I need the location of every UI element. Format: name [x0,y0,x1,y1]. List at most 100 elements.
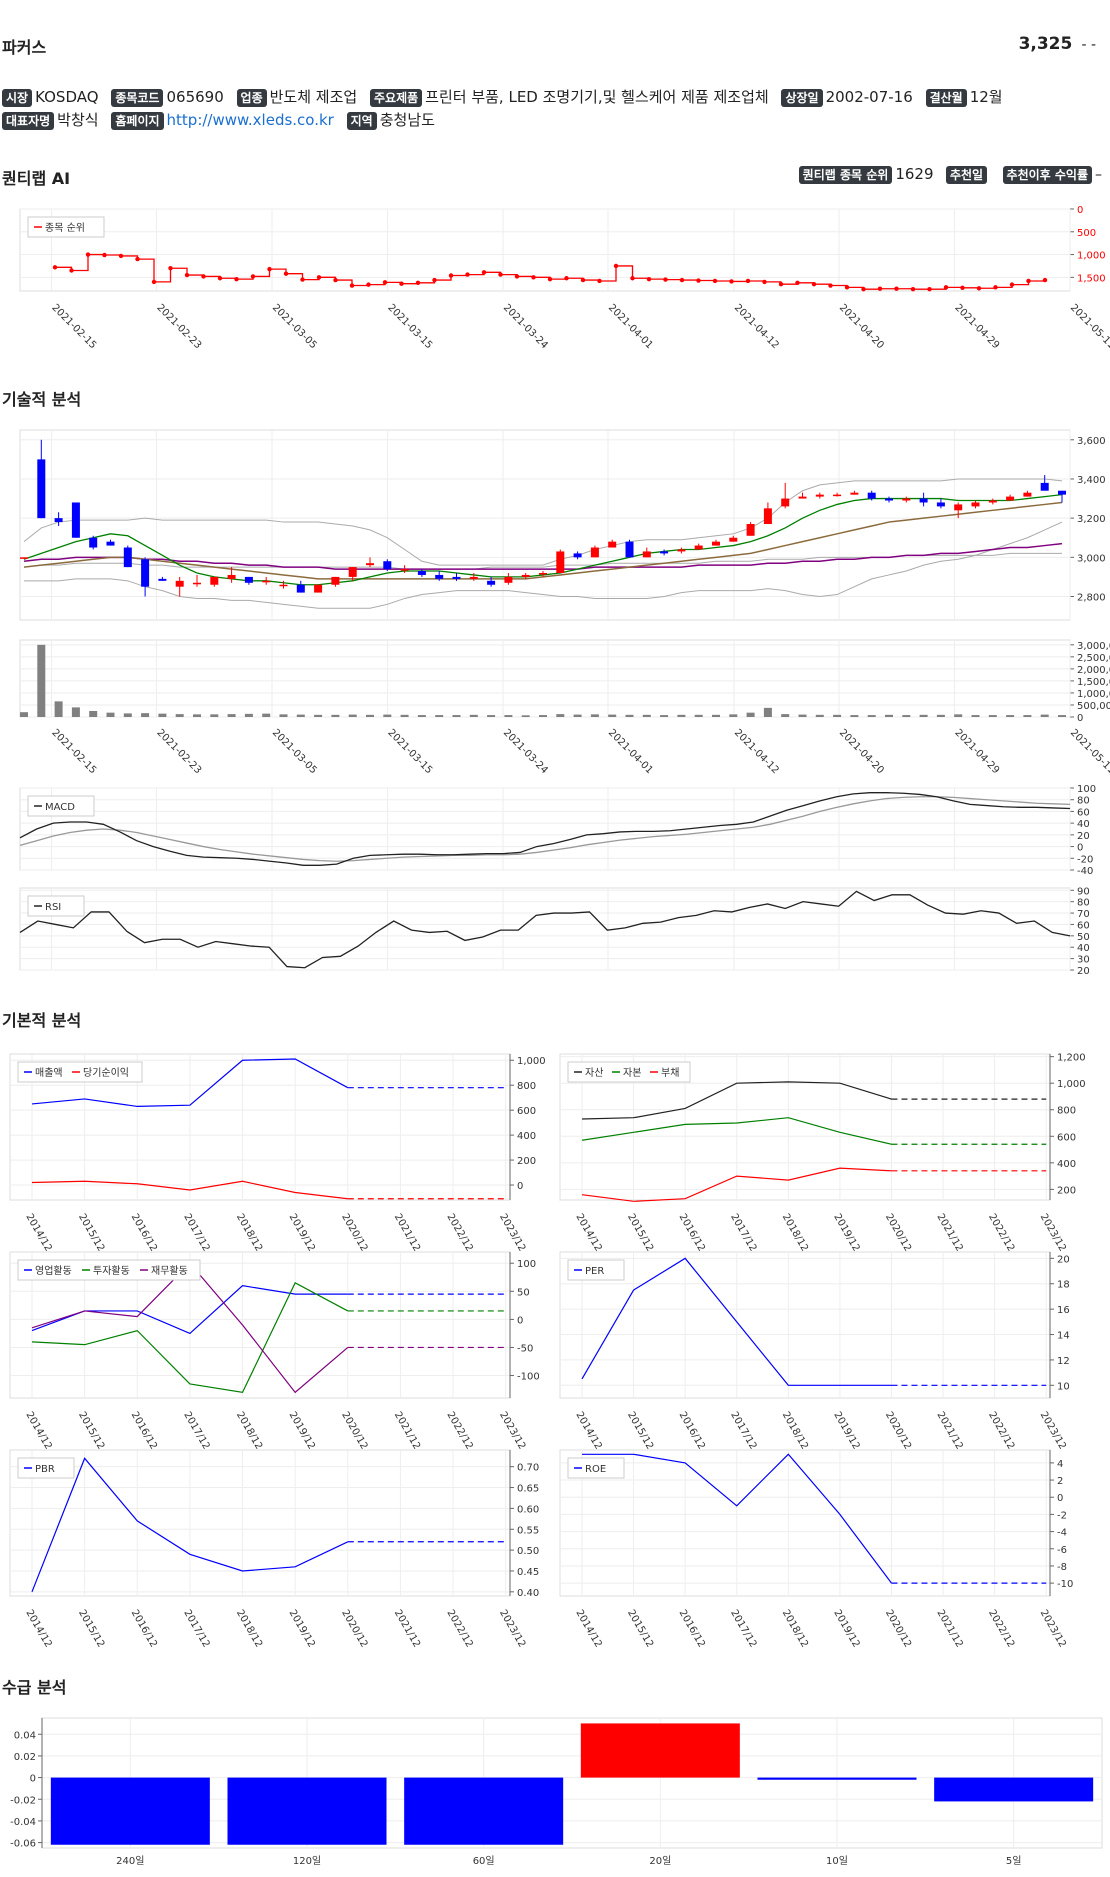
candle-body [452,576,461,579]
rank-ytick-label: 500 [1077,228,1096,239]
candle-body [867,492,876,499]
balance-xtick-label: 2017/12 [728,1212,758,1253]
rank-point [729,279,734,284]
rank-point [894,286,899,291]
candle-body [798,496,807,499]
roe-xtick-label: 2018/12 [780,1608,810,1649]
rank-point [316,275,322,280]
volume-bar [1006,715,1015,717]
roe-xtick-label: 2014/12 [573,1608,603,1649]
supply-xtick-label: 5일 [1006,1855,1022,1867]
per-ytick-label: 14 [1057,1331,1070,1342]
volume-bar [781,714,790,717]
candle-body [141,559,150,587]
price-frame [19,429,1071,621]
supply-ytick-label: -0.02 [10,1795,36,1806]
candle-body [314,584,323,593]
volume-xtick-label: 2021-03-05 [270,727,319,776]
rank-xtick-label: 2021-05-11 [1068,302,1110,351]
candle-body [383,561,392,570]
supply-ytick-label: -0.06 [10,1839,36,1850]
per-legend-box [567,1259,625,1281]
ai-section-title: 퀀티랩 AI [2,169,71,188]
rsi-ytick-label: 60 [1077,920,1090,931]
cashflow-xtick-label: 2019/12 [287,1410,317,1451]
volume-bar [885,714,893,717]
current-price: 3,325 [1018,34,1073,54]
volume-bar [54,701,63,717]
candle-body [833,494,842,497]
volume-bar [1040,714,1049,717]
roe-ytick-label: -6 [1057,1545,1067,1556]
per-xtick-label: 2019/12 [831,1410,861,1451]
macd-ytick-label: 0 [1077,843,1083,854]
sales-legend-label: 당기순이익 [83,1067,129,1079]
price-ytick-label: 3,200 [1077,514,1106,525]
candle-body [262,580,271,583]
candle-body [590,547,599,558]
fundamental-section-title: 기본적 분석 [2,1011,82,1030]
candle-body [469,576,478,579]
price-ytick-label: 3,600 [1077,436,1106,447]
rank-point [910,286,916,292]
candle-body [642,551,651,558]
volume-bar [141,713,150,717]
rank-point [877,286,883,291]
volume-bar [867,715,876,717]
cashflow-ytick-label: 0 [517,1315,523,1326]
rank-point [382,280,388,285]
candle-body [71,502,80,538]
per-xtick-label: 2014/12 [573,1410,603,1451]
rank-point [1009,282,1015,287]
product-value: 프린터 부품, LED 조명기기,및 헬스케어 제품 제조업체 [425,88,769,106]
supply-ytick-label: -0.04 [10,1817,36,1828]
volume-bar [158,713,167,717]
candle-body [815,494,824,497]
rank-point [778,281,784,287]
volume-bar [694,714,703,717]
macd-line [19,792,1071,866]
sales-series-line [31,1180,348,1200]
macd-legend-label: MACD [45,802,75,813]
info-row-1: 시장 KOSDAQ 종목코드 065690 업종 반도체 제조업 주요제품 프린터 부품… [2,86,1011,107]
macd-ytick-label: 100 [1077,784,1096,795]
per-xtick-label: 2021/12 [934,1410,964,1451]
supply-xtick-label: 60일 [473,1855,495,1867]
supply-xtick-label: 20일 [649,1855,671,1867]
per-ytick-label: 18 [1057,1280,1070,1291]
balance-xtick-label: 2021/12 [934,1212,964,1253]
rank-point [646,276,652,282]
candle-body [227,574,236,579]
candle-body [902,498,911,501]
listing-tag: 상장일 [781,89,823,107]
homepage-link[interactable]: http://www.xleds.co.kr [166,111,334,129]
cashflow-xtick-label: 2020/12 [339,1410,369,1451]
rank-ytick-label: 1,000 [1077,251,1106,262]
roe-xtick-label: 2022/12 [986,1608,1016,1649]
balance-series-line [581,1167,892,1202]
volume-bar [193,714,201,717]
sales-ytick-label: 200 [517,1156,536,1167]
volume-bar [210,714,219,717]
volume-bar [521,715,530,717]
macd-signal-line [19,796,1071,862]
pbr-legend-box [17,1457,75,1479]
volume-bar [833,714,842,717]
macd-ytick-label: -20 [1077,854,1093,865]
sales-xtick-label: 2017/12 [181,1212,211,1253]
balance-ytick-label: 1,000 [1057,1079,1086,1090]
volume-bar [625,714,634,717]
candle-body [348,567,357,577]
cashflow-xtick-label: 2016/12 [129,1410,159,1451]
rank-point [580,277,586,283]
rank-legend-label: 종목 순위 [45,221,85,234]
rsi-ytick-label: 20 [1077,966,1090,977]
rank-point [811,281,817,287]
supply-bar [580,1723,740,1778]
roe-xtick-label: 2019/12 [831,1608,861,1649]
rank-legend-box [27,216,105,238]
candle-body [1058,490,1066,495]
rank-point [201,274,206,279]
volume-bar [37,644,46,717]
rsi-ytick-label: 30 [1077,955,1090,966]
